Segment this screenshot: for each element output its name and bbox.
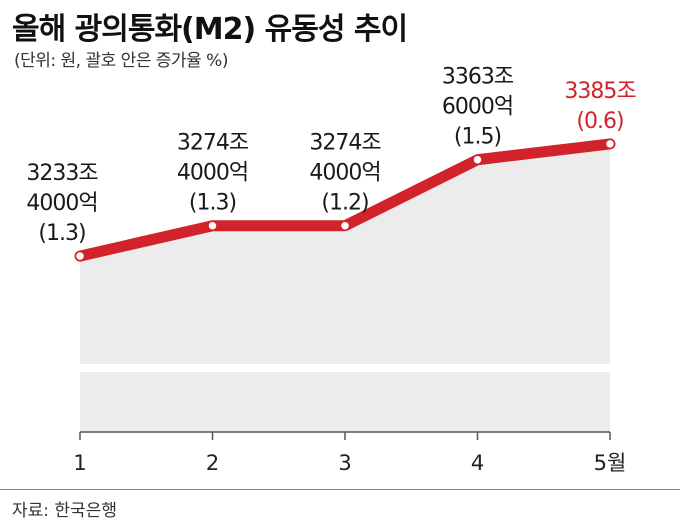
x-tick-label: 5월	[594, 451, 627, 475]
data-label-line: 3274조	[309, 131, 381, 156]
data-label: 3233조 4000억 (1.3)	[26, 161, 98, 246]
data-label: 3274조 4000억 (1.2)	[309, 131, 381, 216]
x-tick-label: 1	[73, 451, 86, 475]
data-point	[207, 220, 218, 231]
data-point	[472, 154, 483, 165]
source-note: 자료: 한국은행	[12, 501, 117, 521]
data-label-line: (1.5)	[454, 125, 501, 150]
data-label-line: (1.2)	[321, 191, 368, 216]
data-label: 3385조 (0.6)	[564, 79, 636, 134]
data-label-line: 3363조	[442, 65, 514, 90]
footer-divider	[0, 489, 680, 490]
data-label-line: 6000억	[442, 95, 513, 120]
data-label-line: (0.6)	[576, 109, 623, 134]
data-label: 3363조 6000억 (1.5)	[442, 65, 514, 150]
axis-break-band	[80, 364, 610, 372]
data-label-line: 3274조	[177, 131, 249, 156]
data-label-line: 3233조	[26, 161, 98, 186]
data-label-line: 4000억	[309, 161, 380, 186]
x-ticks: 1 2 3 4 5월	[73, 432, 626, 475]
x-tick-label: 3	[338, 451, 351, 475]
data-label-line: (1.3)	[189, 191, 236, 216]
data-label-line: 4000억	[177, 161, 248, 186]
data-points	[74, 138, 616, 262]
x-tick-label: 2	[206, 451, 219, 475]
data-labels: 3233조 4000억 (1.3) 3274조 4000억 (1.3) 3274조 4000억…	[26, 65, 637, 246]
data-label-line: 4000억	[26, 191, 97, 216]
data-point	[74, 250, 86, 262]
x-tick-label: 4	[471, 451, 484, 475]
data-label-line: 3385조	[564, 79, 636, 104]
chart-subtitle: (단위: 원, 괄호 안은 증가율 %)	[14, 51, 228, 71]
data-label-line: (1.3)	[38, 221, 85, 246]
data-label: 3274조 4000억 (1.3)	[177, 131, 249, 216]
data-point	[339, 220, 351, 231]
chart-title: 올해 광의통화(M2) 유동성 추이	[12, 12, 408, 47]
area-fill	[80, 143, 610, 432]
data-point	[604, 138, 616, 150]
